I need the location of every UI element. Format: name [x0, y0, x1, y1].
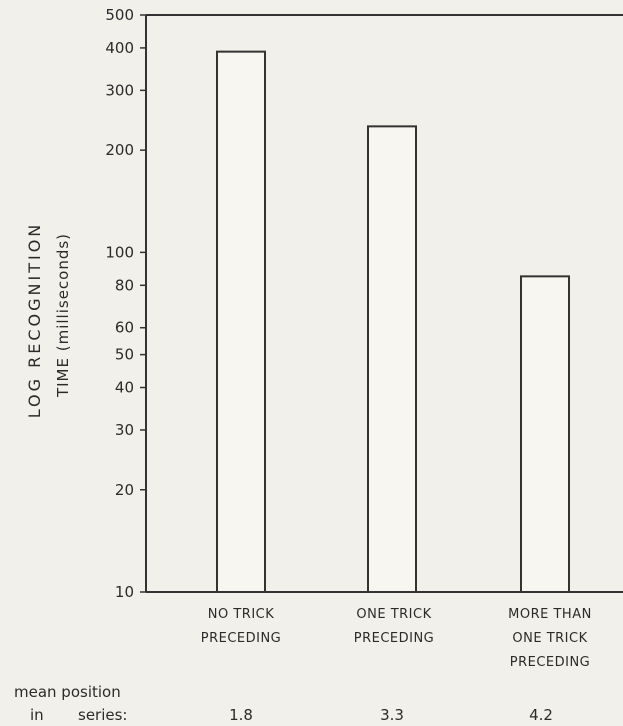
x-category-label: ONE TRICK [356, 607, 431, 622]
y-axis-label-line1: LOG RECOGNITION [25, 222, 44, 419]
y-tick-label: 40 [115, 379, 134, 397]
mean-position-value: 3.3 [380, 706, 404, 724]
mean-position-label-series: series: [78, 706, 127, 724]
x-category-label: PRECEDING [201, 631, 282, 646]
bar [367, 125, 417, 593]
y-tick-label: 200 [105, 141, 134, 159]
mean-position-value: 1.8 [229, 706, 253, 724]
y-axis-label-line2: TIME (milliseconds) [54, 233, 72, 398]
mean-position-label-line1: mean position [14, 683, 121, 701]
x-category-label: NO TRICK [208, 607, 275, 622]
y-tick-label: 60 [115, 319, 134, 337]
y-tick-label: 30 [115, 421, 134, 439]
mean-position-value: 4.2 [529, 706, 553, 724]
y-tick-label: 20 [115, 481, 134, 499]
y-tick-label: 500 [105, 6, 134, 24]
mean-position-label-in: in [30, 706, 44, 724]
x-category-label: PRECEDING [510, 655, 591, 670]
x-category-label: MORE THAN [508, 607, 592, 622]
x-category-label: PRECEDING [354, 631, 435, 646]
y-tick-label: 50 [115, 346, 134, 364]
bar [216, 50, 266, 594]
y-tick-label: 80 [115, 276, 134, 294]
y-tick-label: 100 [105, 243, 134, 261]
y-tick-label: 300 [105, 81, 134, 99]
bar [520, 275, 570, 593]
y-tick-label: 10 [115, 583, 134, 601]
y-tick-label: 400 [105, 39, 134, 57]
x-category-label: ONE TRICK [512, 631, 587, 646]
